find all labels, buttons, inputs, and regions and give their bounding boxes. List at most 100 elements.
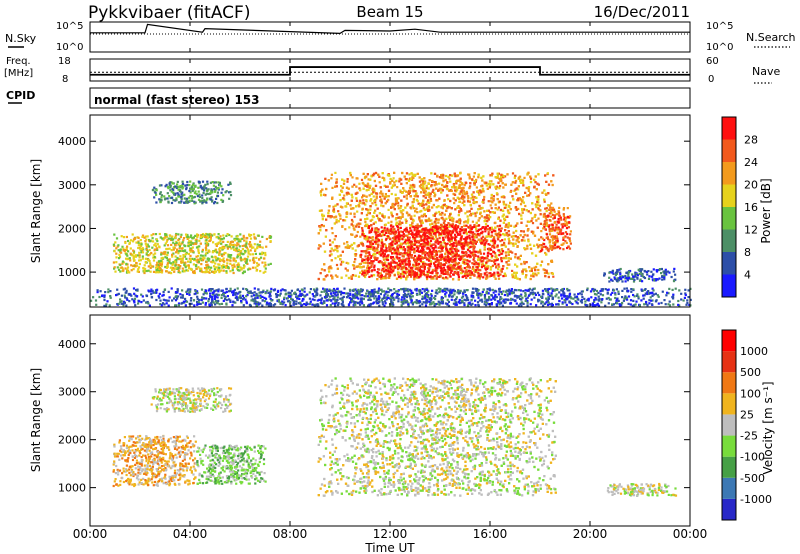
heatmap-cell-power-data-2 xyxy=(377,237,380,240)
heatmap-cell-power-data-0 xyxy=(172,248,175,251)
heatmap-cell-power-data-0 xyxy=(161,256,164,259)
heatmap-cell-power-data-2 xyxy=(450,245,453,248)
heatmap-cell-power-data-2 xyxy=(427,217,431,220)
heatmap-cell-power-data-2 xyxy=(473,201,476,204)
heatmap-cell-power-data-2 xyxy=(491,228,494,231)
heatmap-cell-power-data-2 xyxy=(496,245,499,249)
heatmap-cell-power-data-2 xyxy=(472,198,475,201)
heatmap-cell-power-data-0 xyxy=(184,266,187,269)
heatmap-cell-power-data-2 xyxy=(437,218,440,221)
heatmap-cell-power-data-2 xyxy=(320,194,323,197)
heatmap-cell-power-data-2 xyxy=(421,201,424,204)
heatmap-cell-power-data-2 xyxy=(388,276,391,279)
heatmap-cell-power-data-2 xyxy=(463,224,466,227)
noise-right-tick-bottom: 10^0 xyxy=(706,42,733,53)
heatmap-cell-power-data-2 xyxy=(413,265,416,268)
heatmap-cell-power-data-2 xyxy=(381,231,385,234)
heatmap-cell-power-data-1 xyxy=(209,192,212,195)
heatmap-cell-power-data-2 xyxy=(528,269,532,273)
heatmap-cell-power-data-0 xyxy=(134,255,138,258)
heatmap-cell-power-data-2 xyxy=(505,232,508,235)
heatmap-cell-power-data-0 xyxy=(211,261,214,264)
heatmap-cell-power-data-2 xyxy=(444,178,447,182)
heatmap-cell-power-data-2 xyxy=(470,193,474,196)
heatmap-cell-power-data-2 xyxy=(320,182,323,185)
heatmap-cell-power-data-0 xyxy=(140,251,143,254)
heatmap-cell-power-data-0 xyxy=(145,243,148,247)
heatmap-cell-power-data-0 xyxy=(162,238,165,241)
heatmap-cell-power-data-2 xyxy=(345,274,348,277)
heatmap-cell-power-data-2 xyxy=(521,211,524,214)
heatmap-cell-power-data-0 xyxy=(171,268,174,272)
heatmap-cell-power-data-2 xyxy=(371,238,374,241)
heatmap-cell-power-data-2 xyxy=(366,183,369,186)
heatmap-cell-power-data-2 xyxy=(482,199,485,202)
heatmap-cell-power-data-2 xyxy=(534,269,537,272)
heatmap-cell-power-data-2 xyxy=(525,261,528,264)
heatmap-cell-power-data-2 xyxy=(544,251,547,255)
heatmap-cell-power-data-1 xyxy=(170,181,173,184)
heatmap-cell-power-data-2 xyxy=(458,218,461,221)
heatmap-cell-power-data-0 xyxy=(164,256,167,259)
heatmap-cell-power-data-0 xyxy=(188,243,191,246)
heatmap-cell-power-data-2 xyxy=(499,208,502,212)
heatmap-cell-power-data-2 xyxy=(487,217,490,220)
heatmap-cell-power-data-0 xyxy=(129,259,132,262)
heatmap-cell-power-data-0 xyxy=(264,264,267,267)
heatmap-cell-power-data-2 xyxy=(525,209,528,212)
heatmap-cell-power-data-2 xyxy=(486,266,490,269)
heatmap-cell-power-data-2 xyxy=(537,245,540,248)
heatmap-cell-power-data-2 xyxy=(533,234,537,237)
heatmap-cell-power-data-0 xyxy=(177,266,180,269)
heatmap-cell-power-data-2 xyxy=(415,192,418,195)
heatmap-cell-power-data-2 xyxy=(449,199,452,203)
heatmap-cell-power-data-2 xyxy=(509,201,512,204)
heatmap-cell-power-data-2 xyxy=(339,263,343,266)
heatmap-cell-power-data-2 xyxy=(367,268,371,271)
heatmap-cell-power-data-1 xyxy=(181,187,184,190)
heatmap-cell-power-data-2 xyxy=(338,193,341,196)
heatmap-cell-power-data-0 xyxy=(166,251,169,254)
heatmap-cell-power-data-0 xyxy=(177,258,180,261)
heatmap-cell-power-data-2 xyxy=(527,210,530,213)
heatmap-cell-power-data-1 xyxy=(170,196,174,199)
heatmap-cell-power-data-1 xyxy=(174,193,177,196)
heatmap-cell-power-data-0 xyxy=(143,271,146,275)
heatmap-cell-power-data-2 xyxy=(441,204,444,208)
heatmap-cell-power-data-2 xyxy=(514,274,517,277)
heatmap-cell-power-data-2 xyxy=(410,217,413,220)
heatmap-cell-power-data-2 xyxy=(497,181,500,184)
heatmap-cell-power-data-0 xyxy=(189,254,192,257)
heatmap-cell-power-data-2 xyxy=(369,247,372,250)
heatmap-cell-power-data-1 xyxy=(184,184,187,187)
heatmap-cell-power-data-2 xyxy=(502,265,505,268)
heatmap-cell-power-data-0 xyxy=(147,269,150,272)
heatmap-cell-power-data-2 xyxy=(495,192,499,195)
heatmap-cell-power-data-1 xyxy=(153,186,156,189)
heatmap-cell-power-data-2 xyxy=(507,251,510,254)
heatmap-cell-power-data-0 xyxy=(179,265,182,268)
heatmap-cell-power-data-1 xyxy=(155,201,158,204)
heatmap-cell-power-data-2 xyxy=(377,231,380,234)
heatmap-cell-power-data-2 xyxy=(324,194,327,197)
heatmap-cell-power-data-0 xyxy=(214,262,217,265)
heatmap-cell-power-data-2 xyxy=(481,200,484,203)
heatmap-cell-power-data-1 xyxy=(186,197,189,200)
heatmap-cell-power-data-2 xyxy=(409,184,412,187)
heatmap-cell-power-data-2 xyxy=(504,225,507,228)
heatmap-cell-power-data-2 xyxy=(530,230,533,233)
heatmap-cell-power-data-2 xyxy=(369,178,372,181)
heatmap-cell-power-data-1 xyxy=(196,195,199,198)
heatmap-cell-power-data-2 xyxy=(494,186,497,189)
heatmap-cell-power-data-2 xyxy=(431,268,434,271)
heatmap-cell-power-data-2 xyxy=(526,229,529,232)
heatmap-cell-power-data-2 xyxy=(367,238,370,241)
heatmap-cell-power-data-2 xyxy=(499,219,502,222)
heatmap-cell-power-data-2 xyxy=(486,209,489,212)
heatmap-cell-power-data-2 xyxy=(479,248,482,252)
heatmap-cell-power-data-2 xyxy=(527,194,531,197)
heatmap-cell-power-data-2 xyxy=(515,192,518,195)
heatmap-cell-power-data-0 xyxy=(181,267,184,270)
heatmap-cell-power-data-2 xyxy=(396,186,399,189)
